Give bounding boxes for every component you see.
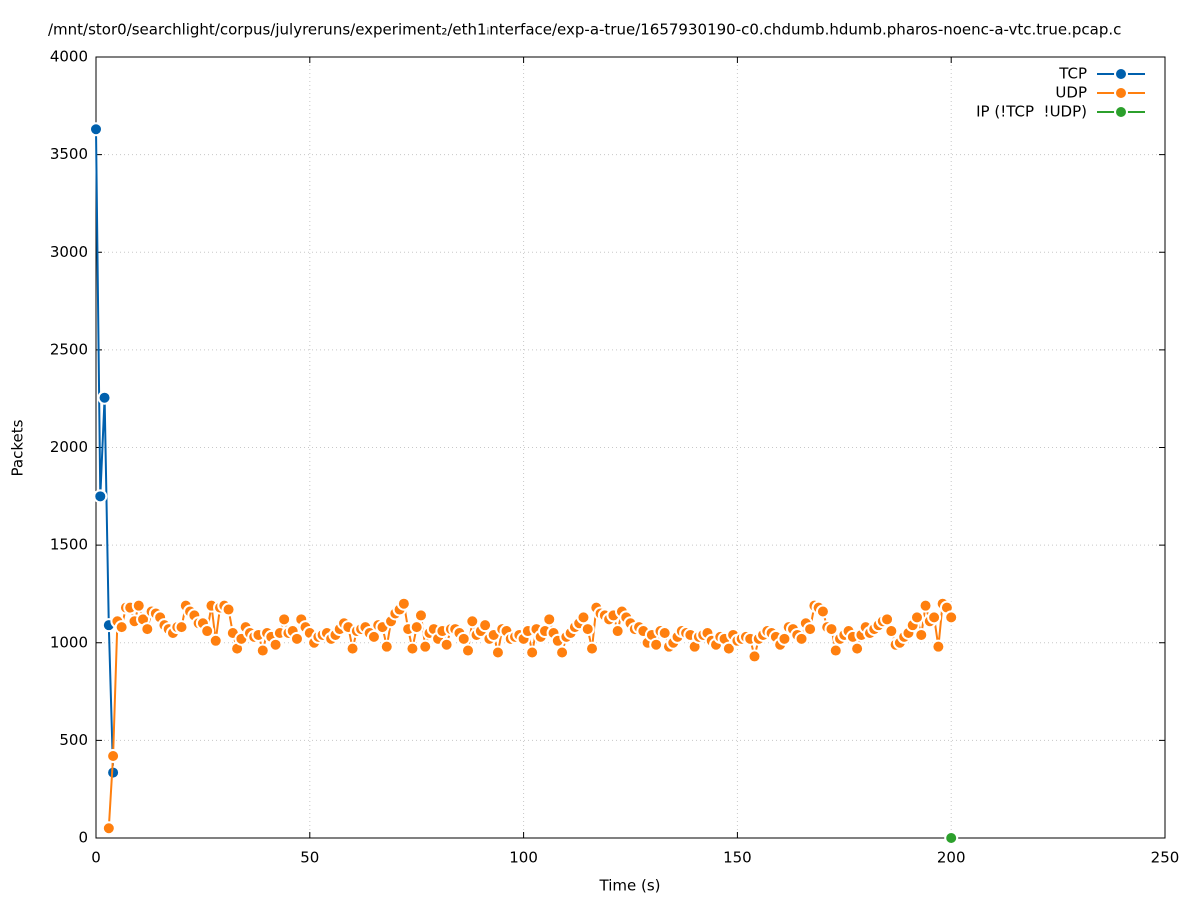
data-point <box>461 643 476 658</box>
plot-border <box>95 56 1166 839</box>
data-point <box>379 639 394 654</box>
y-tick-label: 1000 <box>50 633 88 651</box>
data-point <box>657 625 672 640</box>
x-tick-label: 50 <box>300 849 319 867</box>
data-point <box>880 612 895 627</box>
data-point <box>93 489 108 504</box>
data-point <box>439 637 454 652</box>
legend-label: IP (!TCP !UDP) <box>976 103 1087 121</box>
data-point <box>97 390 112 405</box>
legend-marker <box>1114 67 1128 81</box>
data-point <box>456 631 471 646</box>
data-point <box>850 641 865 656</box>
data-point <box>465 614 480 629</box>
data-point <box>101 821 116 836</box>
data-point <box>409 620 424 635</box>
data-point <box>208 633 223 648</box>
data-point <box>478 618 493 633</box>
data-point <box>576 610 591 625</box>
data-point <box>944 610 959 625</box>
data-point <box>140 622 155 637</box>
y-axis-label: Packets <box>9 419 27 476</box>
data-point <box>200 624 215 639</box>
x-tick-label: 200 <box>937 849 966 867</box>
data-point <box>815 604 830 619</box>
data-point <box>824 622 839 637</box>
y-tick-label: 3500 <box>50 145 88 163</box>
data-point <box>405 641 420 656</box>
data-point <box>418 639 433 654</box>
data-point <box>580 622 595 637</box>
data-point <box>777 631 792 646</box>
data-point <box>794 631 809 646</box>
data-point <box>268 637 283 652</box>
data-point <box>174 620 189 635</box>
data-point <box>555 645 570 660</box>
data-point <box>649 637 664 652</box>
legend-label: UDP <box>1055 84 1087 102</box>
data-point <box>542 612 557 627</box>
legend-label: TCP <box>1058 65 1087 83</box>
data-point <box>366 629 381 644</box>
data-point <box>131 598 146 613</box>
data-point <box>610 624 625 639</box>
legend-marker <box>1114 105 1128 119</box>
data-point <box>277 612 292 627</box>
x-tick-label: 250 <box>1151 849 1180 867</box>
data-point <box>909 610 924 625</box>
data-point <box>918 598 933 613</box>
data-point <box>585 641 600 656</box>
data-point <box>525 645 540 660</box>
legend-marker <box>1114 86 1128 100</box>
y-tick-label: 500 <box>59 731 88 749</box>
y-tick-label: 3000 <box>50 243 88 261</box>
data-point <box>927 610 942 625</box>
data-point <box>396 596 411 611</box>
data-point <box>221 602 236 617</box>
data-point <box>255 643 270 658</box>
data-point <box>721 641 736 656</box>
data-point <box>413 608 428 623</box>
y-tick-label: 2000 <box>50 438 88 456</box>
y-tick-label: 2500 <box>50 340 88 358</box>
x-axis-label: Time (s) <box>599 877 661 895</box>
data-point <box>944 831 959 845</box>
x-tick-label: 150 <box>723 849 752 867</box>
data-point <box>490 645 505 660</box>
data-point <box>803 622 818 637</box>
x-tick-label: 100 <box>509 849 538 867</box>
data-point <box>289 631 304 646</box>
data-point <box>747 649 762 664</box>
data-point <box>89 122 103 137</box>
data-point <box>106 748 121 763</box>
data-point <box>345 641 360 656</box>
chart-title: /mnt/stor0/searchlight/corpus/julyreruns… <box>48 21 1121 39</box>
y-tick-label: 0 <box>78 829 88 847</box>
data-point <box>931 639 946 654</box>
data-point <box>114 620 129 635</box>
y-tick-label: 4000 <box>50 48 88 66</box>
data-point <box>914 627 929 642</box>
data-point <box>884 624 899 639</box>
data-point <box>828 643 843 658</box>
x-tick-label: 0 <box>91 849 101 867</box>
y-tick-label: 1500 <box>50 536 88 554</box>
